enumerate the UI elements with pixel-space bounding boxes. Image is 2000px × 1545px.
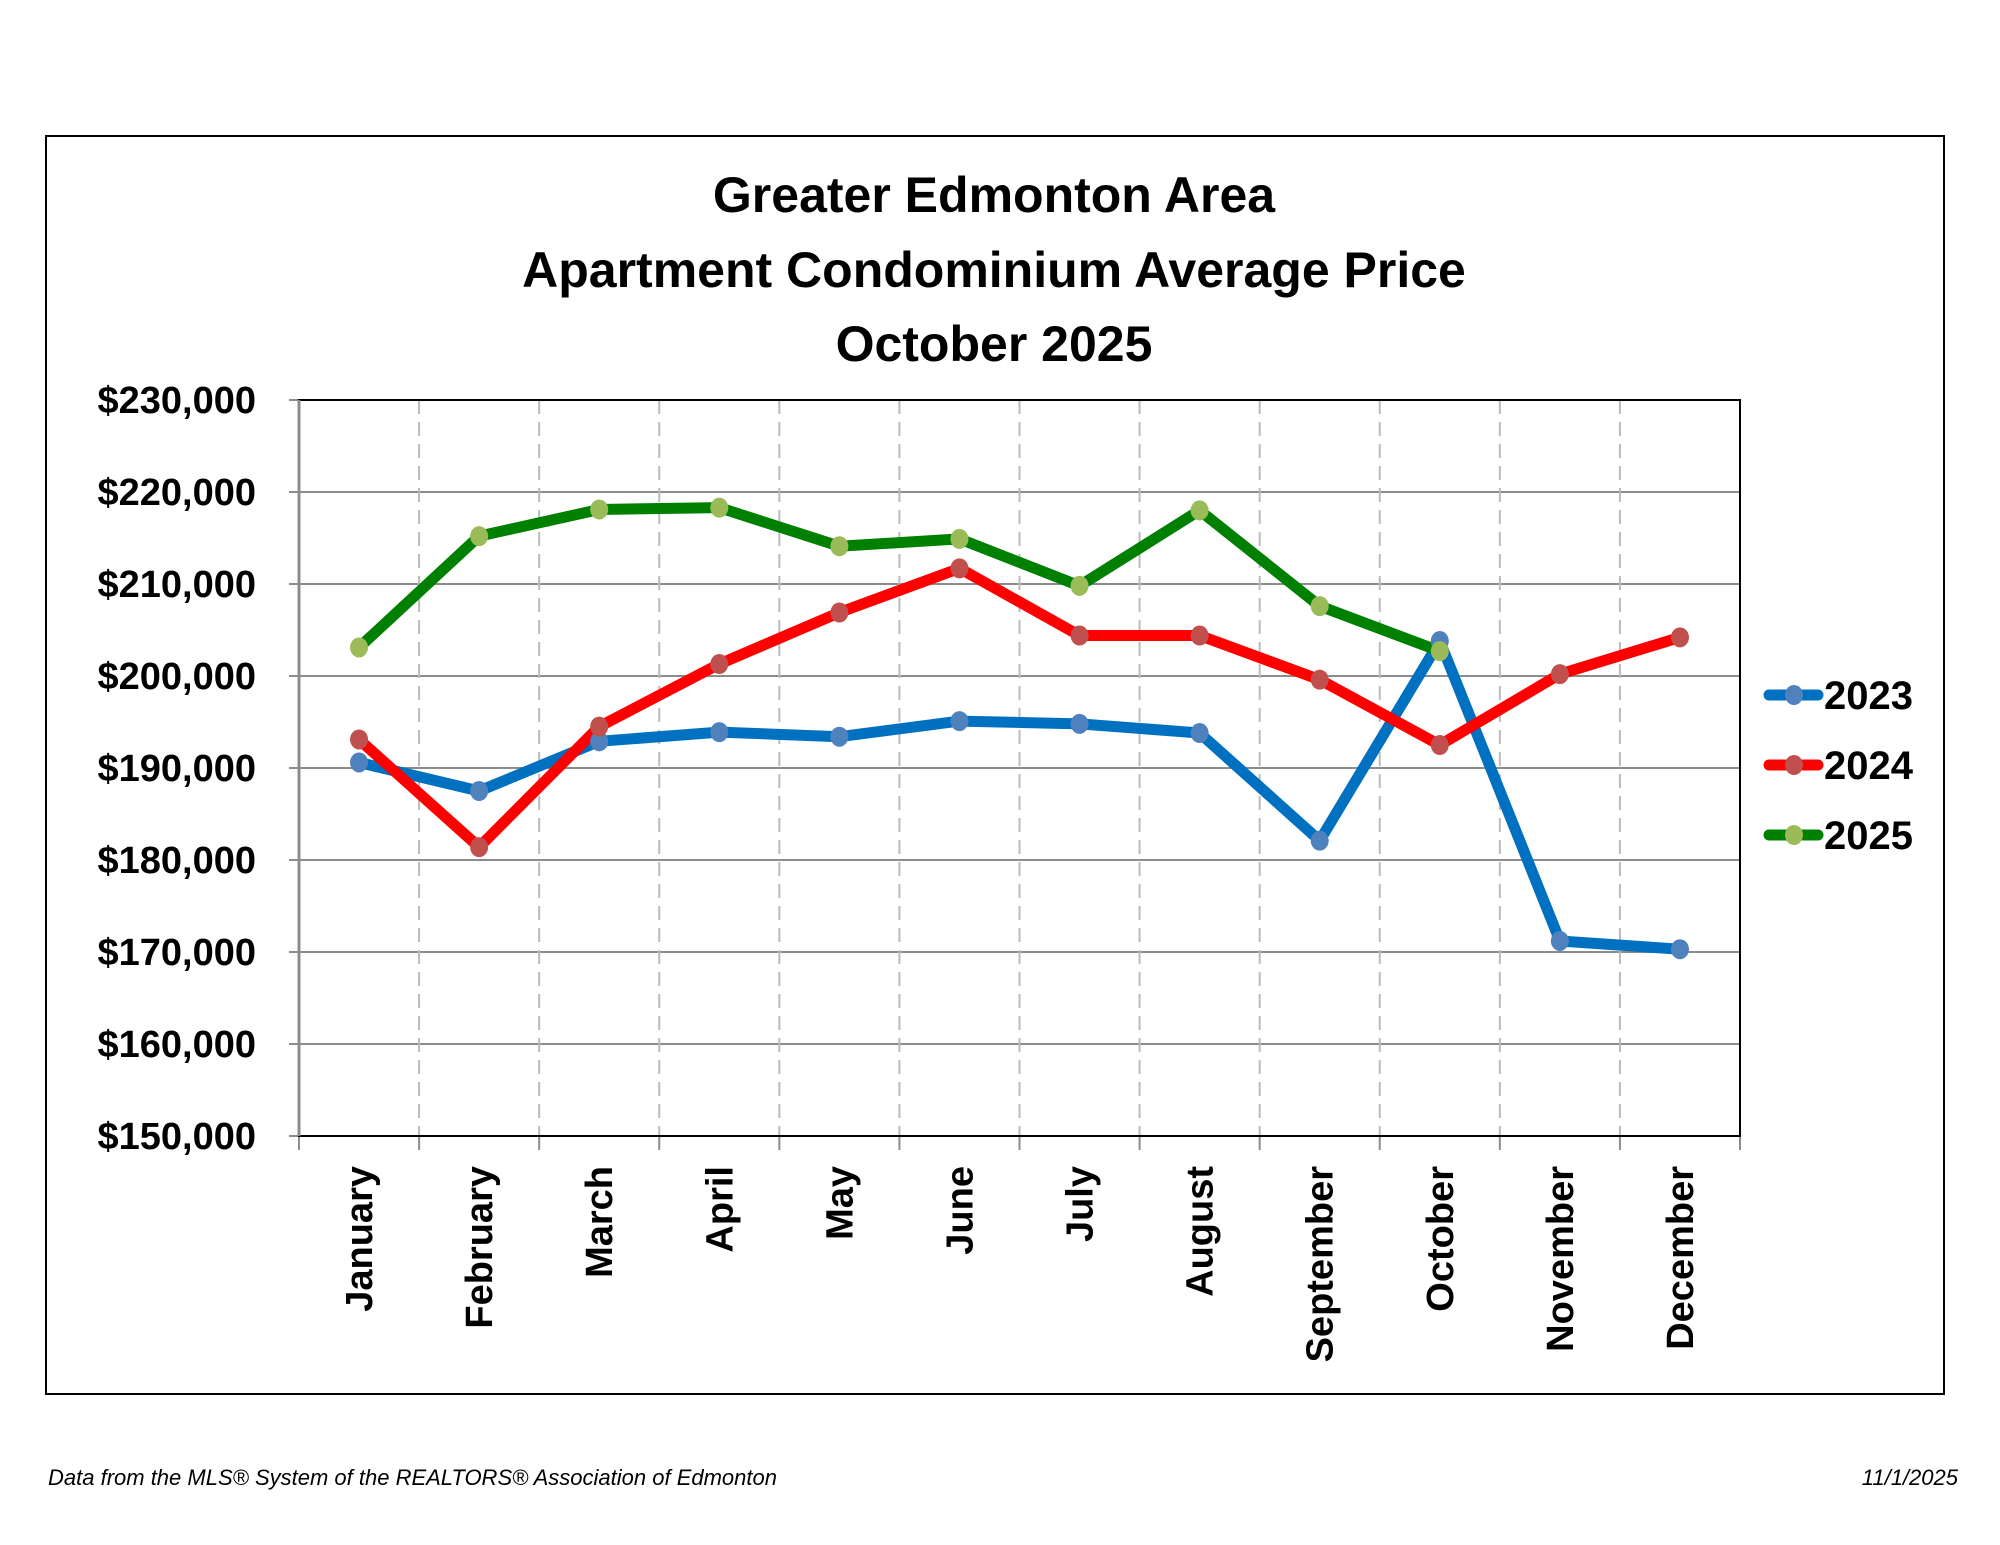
data-point-2024 bbox=[1550, 664, 1569, 685]
data-point-2024 bbox=[830, 602, 849, 623]
x-tick-label: November bbox=[1540, 1166, 1582, 1352]
data-point-2023 bbox=[830, 726, 849, 747]
chart-title-line-2: Apartment Condominium Average Price bbox=[522, 242, 1466, 298]
y-tick-label: $180,000 bbox=[98, 840, 257, 882]
data-point-2025 bbox=[710, 497, 729, 518]
data-point-2025 bbox=[1070, 575, 1089, 596]
x-tick-label: May bbox=[819, 1166, 861, 1240]
data-point-2023 bbox=[1670, 939, 1689, 960]
data-point-2025 bbox=[1190, 500, 1209, 521]
data-point-2023 bbox=[1190, 723, 1209, 744]
data-point-2025 bbox=[590, 499, 609, 520]
data-point-2023 bbox=[470, 781, 489, 801]
data-point-2023 bbox=[1070, 713, 1089, 734]
y-tick-label: $200,000 bbox=[98, 656, 257, 698]
data-point-2025 bbox=[470, 526, 489, 547]
data-point-2024 bbox=[1310, 669, 1329, 690]
data-point-2024 bbox=[590, 716, 609, 737]
legend-marker-2023 bbox=[1785, 685, 1803, 705]
y-tick-label: $210,000 bbox=[98, 564, 257, 606]
data-point-2025 bbox=[350, 637, 369, 658]
source-note: Data from the MLS® System of the REALTOR… bbox=[48, 1465, 777, 1490]
data-point-2024 bbox=[710, 654, 729, 675]
x-tick-label: October bbox=[1420, 1166, 1462, 1312]
legend-label-2024: 2024 bbox=[1824, 744, 1914, 788]
legend-marker-2025 bbox=[1785, 825, 1803, 845]
data-point-2024 bbox=[950, 558, 969, 579]
x-tick-label: August bbox=[1180, 1166, 1222, 1297]
y-tick-label: $170,000 bbox=[98, 932, 257, 974]
chart-title-line-3: October 2025 bbox=[836, 316, 1153, 372]
data-point-2025 bbox=[1430, 641, 1449, 662]
data-point-2023 bbox=[590, 731, 609, 752]
report-date: 11/1/2025 bbox=[1861, 1465, 1958, 1490]
y-tick-label: $150,000 bbox=[98, 1116, 257, 1158]
x-tick-label: February bbox=[459, 1166, 501, 1329]
data-point-2023 bbox=[710, 722, 729, 743]
data-point-2025 bbox=[950, 528, 969, 549]
data-point-2025 bbox=[830, 536, 849, 557]
legend-label-2025: 2025 bbox=[1824, 814, 1913, 858]
series-line-2025 bbox=[353, 502, 1446, 657]
data-point-2023 bbox=[950, 711, 969, 732]
data-point-2023 bbox=[1310, 830, 1329, 851]
legend-marker-2024 bbox=[1785, 755, 1803, 775]
x-tick-label: July bbox=[1060, 1166, 1102, 1242]
y-tick-label: $230,000 bbox=[98, 380, 257, 422]
data-point-2023 bbox=[1550, 930, 1569, 951]
data-point-2024 bbox=[470, 837, 489, 858]
data-point-2025 bbox=[1310, 596, 1329, 617]
y-tick-label: $190,000 bbox=[98, 748, 257, 790]
data-point-2024 bbox=[1070, 625, 1089, 646]
data-point-2024 bbox=[1430, 735, 1449, 755]
data-point-2023 bbox=[350, 752, 369, 773]
data-point-2024 bbox=[1190, 625, 1209, 646]
chart-title-line-1: Greater Edmonton Area bbox=[713, 167, 1276, 223]
y-tick-label: $160,000 bbox=[98, 1024, 257, 1066]
x-tick-label: June bbox=[939, 1166, 981, 1255]
x-tick-label: September bbox=[1300, 1166, 1342, 1363]
data-point-2024 bbox=[350, 729, 369, 750]
x-tick-label: December bbox=[1660, 1166, 1702, 1350]
y-tick-label: $220,000 bbox=[98, 472, 257, 514]
x-tick-label: January bbox=[339, 1166, 381, 1312]
data-point-2024 bbox=[1670, 627, 1689, 648]
legend-label-2023: 2023 bbox=[1824, 674, 1913, 718]
series-line-2024 bbox=[353, 562, 1686, 853]
x-tick-label: March bbox=[579, 1166, 621, 1278]
x-tick-label: April bbox=[699, 1166, 741, 1253]
